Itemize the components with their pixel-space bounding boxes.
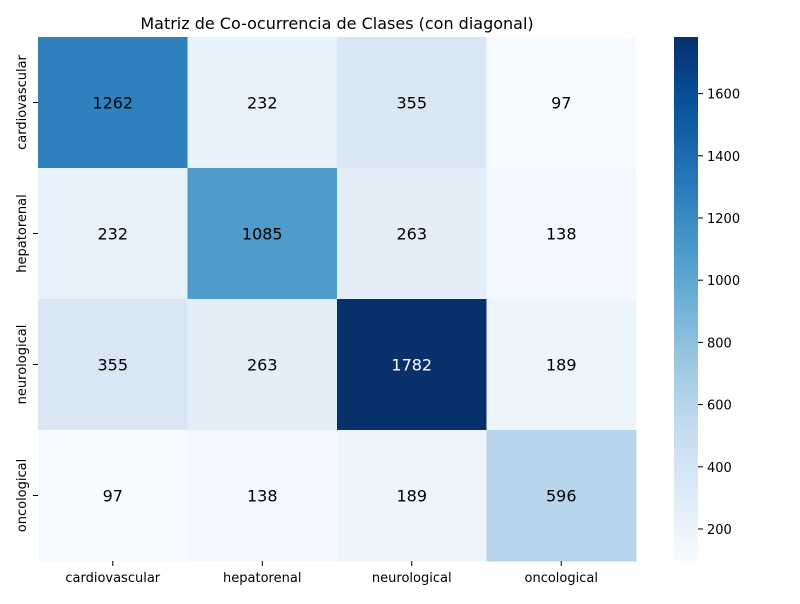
heatmap-cell-r1-c1	[187, 168, 338, 300]
heatmap-cell-r3-c1	[187, 430, 338, 562]
cell-value-r1-c3: 138	[546, 225, 577, 244]
y-axis: cardiovascular hepatorenal neurological onc…	[15, 54, 38, 532]
x-tick-label-1: hepatorenal	[223, 571, 301, 586]
heatmap-cell-r0-c3	[486, 37, 637, 169]
colorbar-tick-label-5: 1200	[707, 212, 740, 227]
colorbar-gradient	[674, 37, 698, 561]
heatmap-cell-r1-c0	[38, 168, 188, 300]
heatmap-cell-r0-c0	[38, 37, 188, 169]
cell-value-r3-c2: 189	[396, 487, 427, 506]
colorbar-tick-label-4: 1000	[707, 274, 740, 289]
heatmap-cell-r3-c3	[486, 430, 637, 562]
colorbar-tick-label-7: 1600	[707, 88, 740, 103]
x-tick-label-2: neurological	[372, 571, 452, 586]
cell-value-r0-c1: 232	[247, 94, 278, 113]
chart-title: Matriz de Co-ocurrencia de Clases (con d…	[140, 14, 533, 33]
heatmap-cell-r3-c0	[38, 430, 188, 562]
heatmap-cell-r2-c2	[337, 299, 487, 431]
y-tick-label-3: oncological	[15, 459, 30, 532]
cell-value-r1-c0: 232	[97, 225, 128, 244]
x-tick-label-0: cardiovascular	[65, 571, 160, 586]
cell-value-r1-c1: 1085	[242, 225, 283, 244]
heatmap-cell-r2-c0	[38, 299, 188, 431]
cell-value-r3-c1: 138	[247, 487, 278, 506]
cell-value-r3-c3: 596	[546, 487, 577, 506]
y-tick-label-0: cardiovascular	[15, 54, 30, 149]
colorbar-tick-label-6: 1400	[707, 150, 740, 165]
cell-value-r2-c1: 263	[247, 356, 278, 375]
heatmap-cell-r3-c2	[337, 430, 487, 562]
colorbar-tick-label-2: 600	[707, 399, 732, 414]
cell-value-r3-c0: 97	[103, 487, 123, 506]
cell-value-r1-c2: 263	[396, 225, 427, 244]
heatmap-cell-r1-c2	[337, 168, 487, 300]
colorbar: 200 400 600 800 1000 1200 1400 1600	[674, 37, 740, 561]
heatmap-cell-r2-c3	[486, 299, 637, 431]
heatmap-cell-r1-c3	[486, 168, 637, 300]
cell-value-r2-c0: 355	[97, 356, 128, 375]
x-axis: cardiovascular hepatorenal neurological onc…	[65, 561, 598, 586]
heatmap-cells	[38, 37, 637, 562]
heatmap-cell-r0-c1	[187, 37, 338, 169]
y-tick-label-1: hepatorenal	[15, 194, 30, 272]
cell-value-r2-c2: 1782	[391, 356, 432, 375]
cell-value-r2-c3: 189	[546, 356, 577, 375]
colorbar-tick-label-3: 800	[707, 336, 732, 351]
cell-value-r0-c0: 1262	[92, 94, 133, 113]
heatmap-cell-r2-c1	[187, 299, 338, 431]
cell-annotations: 1262 232 355 97 232 1085 263 138 355 263 1782 189 97…	[92, 94, 576, 506]
cell-value-r0-c2: 355	[396, 94, 427, 113]
colorbar-tick-label-1: 400	[707, 461, 732, 476]
cell-value-r0-c3: 97	[551, 94, 571, 113]
colorbar-tick-label-0: 200	[707, 523, 732, 538]
x-tick-label-3: oncological	[525, 571, 598, 586]
y-tick-label-2: neurological	[15, 325, 30, 405]
heatmap-cell-r0-c2	[337, 37, 487, 169]
